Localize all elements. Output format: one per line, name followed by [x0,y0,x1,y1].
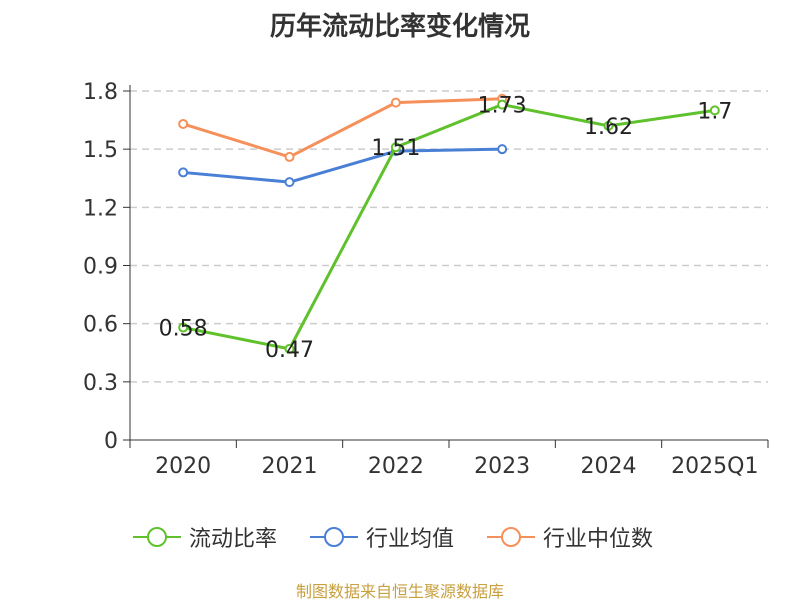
y-tick-label-0: 0 [104,429,118,454]
x-tick-label-5: 2025Q1 [671,454,758,479]
y-tick-label-6: 1.8 [83,80,118,105]
series-0-point-4 [603,120,614,131]
legend-label-industry-median: 行业中位数 [543,527,654,552]
series-line-0 [182,103,716,351]
data-label-0-2: 1.51 [371,136,420,161]
legend-swatch-industry-median [487,527,535,547]
series-2-point-2 [390,97,401,108]
legend-label-current-ratio: 流动比率 [189,527,278,552]
series-1-point-3 [497,144,508,155]
data-label-0-0: 0.58 [159,317,208,342]
data-label-0-3: 1.73 [478,94,527,119]
x-tick-label-4: 2024 [581,454,637,479]
x-tick-label-0: 2020 [155,454,211,479]
x-tick-label-2: 2022 [368,454,424,479]
legend-label-industry-mean: 行业均值 [366,527,455,552]
series-line-2 [182,97,503,159]
y-tick-label-4: 1.2 [83,196,118,221]
chart-title: 历年流动比率变化情况 [269,12,530,42]
data-label-0-5: 1.7 [697,99,732,124]
series-0-point-1 [284,343,295,354]
legend-swatch-current-ratio [133,527,181,547]
series-2-point-0 [178,118,189,129]
axis-layer: 0 0.3 0.6 0.9 1.2 1.5 1.8 2020 2021 2022 2023 2024 2… [83,80,769,479]
legend-item-industry-mean[interactable]: 行业均值 [310,519,454,555]
data-label-layer: 0.58 0.47 1.51 1.73 1.62 1.7 [159,94,733,363]
series-0-point-3 [497,99,508,110]
grid-layer [130,90,768,383]
x-tick-label-3: 2023 [474,454,530,479]
data-label-0-1: 0.47 [265,338,314,363]
series-0-point-0 [178,322,189,333]
y-tick-label-2: 0.6 [83,313,118,338]
data-label-0-4: 1.62 [584,115,633,140]
legend: 流动比率 行业均值 行业中位数 [0,519,800,555]
series-2-point-1 [284,151,295,162]
legend-swatch-industry-mean [310,527,358,547]
series-line-1 [183,147,503,184]
series-0-point-2 [390,142,401,153]
series-layer [178,93,720,354]
series-1-point-1 [284,177,295,188]
y-tick-label-3: 0.9 [83,255,118,280]
series-1-point-0 [178,167,189,178]
source-note: 制图数据来自恒生聚源数据库 [295,582,504,601]
legend-item-industry-median[interactable]: 行业中位数 [487,519,653,555]
y-tick-label-5: 1.5 [83,138,118,163]
series-0-point-5 [709,105,720,116]
y-tick-label-1: 0.3 [83,371,118,396]
x-tick-label-1: 2021 [262,454,318,479]
legend-item-current-ratio[interactable]: 流动比率 [133,519,277,555]
